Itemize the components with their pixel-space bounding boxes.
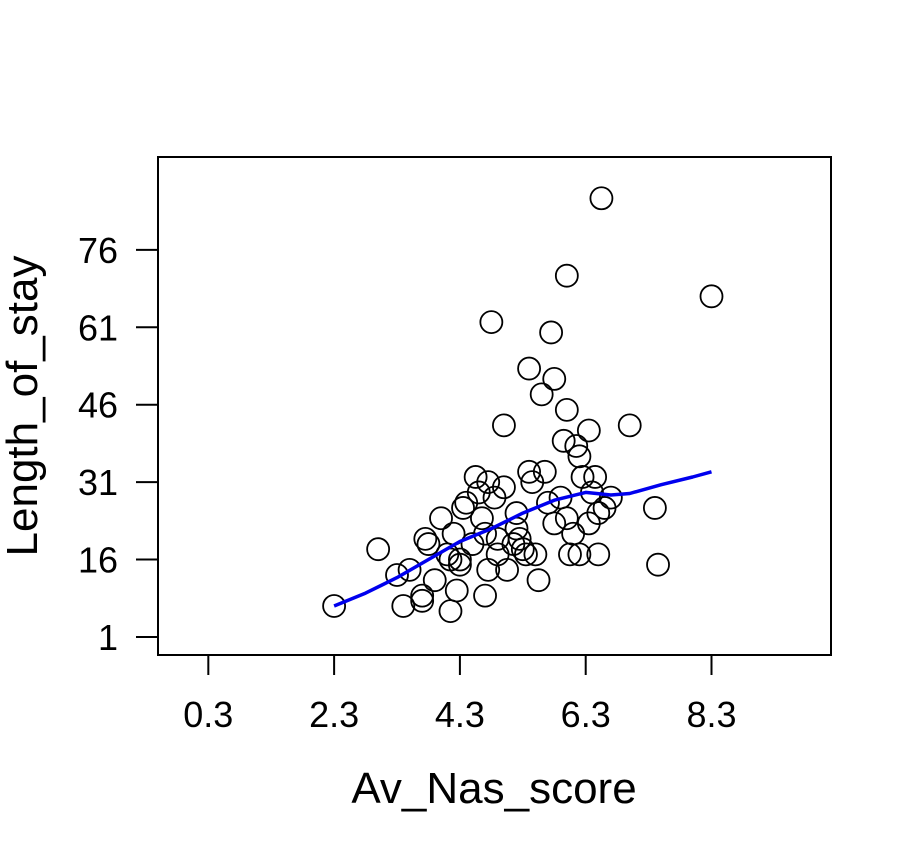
x-axis: 0.3 2.3 4.3 6.3 8.3 bbox=[183, 654, 737, 735]
data-point bbox=[413, 526, 438, 551]
data-point bbox=[542, 367, 567, 391]
data-point bbox=[438, 599, 463, 624]
data-point bbox=[564, 434, 589, 458]
data-point bbox=[410, 588, 435, 613]
data-point bbox=[561, 521, 586, 546]
data-point bbox=[589, 186, 614, 211]
plot-area bbox=[322, 186, 724, 624]
data-point bbox=[507, 526, 532, 551]
data-point bbox=[366, 537, 391, 562]
data-point bbox=[570, 465, 595, 489]
x-tick-label: 0.3 bbox=[183, 694, 233, 735]
data-point bbox=[526, 568, 551, 593]
data-point bbox=[529, 382, 554, 407]
data-point bbox=[504, 501, 529, 525]
y-axis: 1 16 31 46 61 76 bbox=[78, 230, 158, 658]
data-point bbox=[448, 547, 472, 572]
data-point bbox=[551, 428, 576, 453]
data-point bbox=[448, 552, 472, 577]
data-point bbox=[492, 413, 516, 438]
data-point bbox=[473, 521, 497, 546]
data-point bbox=[397, 557, 422, 582]
data-point bbox=[542, 511, 567, 536]
y-tick-label: 46 bbox=[78, 385, 118, 426]
data-point bbox=[470, 506, 494, 531]
data-point bbox=[576, 418, 601, 443]
y-tick-label: 61 bbox=[78, 307, 118, 348]
y-tick-label: 76 bbox=[78, 230, 118, 271]
data-point bbox=[476, 470, 501, 495]
data-point bbox=[451, 496, 475, 520]
data-point bbox=[617, 413, 642, 438]
data-point bbox=[517, 459, 541, 484]
data-point bbox=[514, 542, 538, 567]
data-point bbox=[567, 542, 592, 567]
data-point bbox=[416, 532, 441, 556]
data-point bbox=[539, 320, 564, 345]
data-point bbox=[532, 459, 557, 484]
data-point bbox=[479, 310, 504, 335]
data-point bbox=[586, 542, 611, 567]
data-point bbox=[510, 537, 535, 562]
plot-frame bbox=[157, 156, 832, 656]
data-point bbox=[523, 542, 548, 567]
x-tick-label: 4.3 bbox=[435, 694, 485, 735]
data-point bbox=[322, 594, 347, 618]
y-tick-label: 1 bbox=[98, 617, 118, 658]
trend-line bbox=[333, 470, 712, 608]
data-point bbox=[642, 496, 667, 520]
data-point bbox=[586, 501, 611, 525]
data-point bbox=[495, 557, 519, 582]
data-point bbox=[699, 284, 724, 309]
data-point bbox=[485, 542, 510, 567]
data-point bbox=[646, 552, 670, 577]
data-point bbox=[463, 465, 488, 489]
data-point bbox=[558, 542, 582, 567]
data-point bbox=[598, 485, 623, 510]
x-tick-label: 6.3 bbox=[561, 694, 611, 735]
data-point bbox=[492, 475, 516, 500]
data-point bbox=[429, 506, 453, 531]
data-point bbox=[422, 568, 447, 593]
data-point bbox=[554, 397, 579, 422]
x-axis-label: Av_Nas_score bbox=[351, 764, 636, 813]
data-point bbox=[410, 583, 435, 608]
y-tick-label: 31 bbox=[78, 462, 118, 503]
data-point bbox=[391, 594, 416, 618]
data-point bbox=[517, 356, 541, 381]
data-point bbox=[385, 563, 409, 587]
y-tick-label: 16 bbox=[78, 540, 118, 581]
data-point bbox=[554, 263, 579, 288]
data-point bbox=[583, 465, 608, 489]
data-point bbox=[554, 506, 579, 531]
y-axis-label: Length_of_stay bbox=[0, 256, 47, 557]
data-point bbox=[473, 583, 497, 608]
x-tick-label: 8.3 bbox=[686, 694, 736, 735]
data-point bbox=[444, 578, 469, 603]
x-tick-label: 2.3 bbox=[309, 694, 359, 735]
